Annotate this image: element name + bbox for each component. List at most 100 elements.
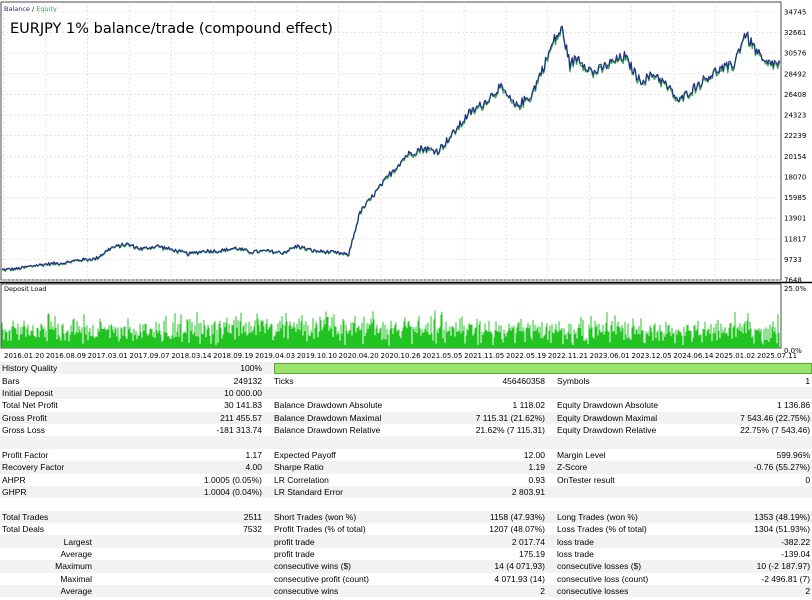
spacer (547, 374, 555, 387)
y-tick-label: 22239 (784, 132, 806, 140)
spacer (547, 510, 555, 524)
metric-value: 2 (683, 585, 812, 598)
spacer (547, 523, 555, 536)
main-plot-frame (0, 1, 782, 281)
metric-label: Balance Drawdown Relative (272, 423, 397, 437)
balance-equity-lines (1, 25, 781, 272)
balance-equity-chart: Balance / Equity EURJPY 1% balance/trade… (0, 0, 812, 362)
deposit-load-series (1, 310, 780, 348)
x-tick-label: 2019.10.10 (297, 352, 337, 360)
report-row: GHPR 1.0004 (0.04%) LR Standard Error 2 803… (0, 485, 812, 499)
metric-value (94, 572, 264, 586)
report-row: Total Deals 7532 Profit Trades (% of total… (0, 523, 812, 536)
metric-value: 2 017.74 (397, 535, 547, 548)
bars-value: 249132 (94, 374, 264, 387)
spacer (547, 485, 555, 499)
metric-label: Z-Score (555, 461, 683, 474)
initial-deposit-label: Initial Deposit (0, 386, 94, 400)
y-tick-label: 24323 (784, 112, 806, 120)
spacer (264, 399, 272, 412)
metric-label: consecutive losses (555, 585, 683, 598)
y-tick-label: 9733 (784, 256, 802, 264)
spacer (264, 535, 272, 548)
y-tick-label: 26408 (784, 91, 806, 99)
metric-label: Gross Profit (0, 411, 94, 424)
row-bars: Bars 249132 Ticks 456460358 Symbols 1 (0, 374, 812, 387)
row-initial-deposit: Initial Deposit 10 000.00 (0, 386, 812, 400)
y-tick-label: 34745 (784, 9, 806, 17)
legend-balance: Balance (4, 5, 30, 13)
ticks-label: Ticks (272, 374, 397, 387)
metric-label: LR Correlation (272, 473, 397, 486)
y-tick-label: 11817 (784, 235, 806, 243)
x-tick-label: 2024.06.14 (673, 352, 714, 360)
metric-label: Balance Drawdown Absolute (272, 399, 397, 412)
metric-label: Maximum (0, 560, 94, 573)
metric-value: 599.96% (683, 448, 812, 462)
metric-label: Gross Loss (0, 423, 94, 437)
spacer (264, 448, 272, 462)
metric-value: 1.0005 (0.05%) (94, 473, 264, 486)
chart-title: EURJPY 1% balance/trade (compound effect… (10, 21, 333, 37)
metric-label: consecutive profit (count) (272, 572, 397, 586)
y-tick-label: 20154 (784, 153, 807, 161)
y-tick-label: 28492 (784, 70, 806, 78)
metric-label: consecutive losses ($) (555, 560, 683, 573)
metric-label: loss trade (555, 535, 683, 548)
history-quality-fill (274, 363, 812, 375)
metric-value: 2 803.91 (397, 485, 547, 499)
symbols-value: 1 (683, 374, 812, 387)
metric-label: Margin Level (555, 448, 683, 462)
metric-label: LR Standard Error (272, 485, 397, 499)
metric-value (94, 585, 264, 598)
metric-label: Total Deals (0, 523, 94, 536)
x-tick-label: 2022.11.21 (548, 352, 588, 360)
deposit-load-min-tick: 0.0% (784, 347, 802, 355)
metric-value: -139.04 (683, 547, 812, 561)
x-tick-label: 2022.05.19 (506, 352, 546, 360)
report-row: AHPR 1.0005 (0.05%) LR Correlation 0.93 OnTe… (0, 473, 812, 486)
blank-row (0, 498, 812, 511)
metric-label: Equity Drawdown Relative (555, 423, 683, 437)
legend-equity: Equity (36, 5, 57, 13)
spacer (264, 423, 272, 437)
x-tick-label: 2021.05.05 (422, 352, 462, 360)
spacer (264, 461, 272, 474)
history-quality-value: 100% (94, 362, 264, 375)
x-tick-label: 2019.04.03 (255, 352, 295, 360)
report-row: Total Trades 2511 Short Trades (won %) 1158… (0, 510, 812, 524)
metric-value: 1353 (48.19%) (683, 510, 812, 524)
x-tick-label: 2021.11.05 (464, 352, 504, 360)
metric-value: -0.76 (55.27%) (683, 461, 812, 474)
report-row: Average consecutive wins 2 consecutive loss… (0, 585, 812, 598)
x-tick-label: 2016.08.09 (46, 352, 86, 360)
report-row: Largest profit trade 2 017.74 loss trade -38… (0, 535, 812, 548)
spacer (264, 386, 812, 400)
metric-value: 4.00 (94, 461, 264, 474)
report-row: Total Net Profit 30 141.83 Balance Drawdow… (0, 399, 812, 412)
y-tick-label: 32661 (784, 29, 806, 37)
spacer (547, 547, 555, 561)
metric-value (94, 535, 264, 548)
spacer (264, 411, 272, 424)
spacer (264, 485, 272, 499)
deposit-load-max-tick: 25.0% (784, 285, 807, 293)
initial-deposit-value: 10 000.00 (94, 386, 264, 400)
metric-value: 14 (4 071.93) (397, 560, 547, 573)
metric-value: -2 496.81 (7) (683, 572, 812, 586)
x-tick-label: 2017.09.07 (130, 352, 170, 360)
ticks-value: 456460358 (397, 374, 547, 387)
spacer (547, 535, 555, 548)
spacer (547, 572, 555, 586)
metric-label: Profit Trades (% of total) (272, 523, 397, 536)
metric-value: 1.17 (94, 448, 264, 462)
legend: Balance / Equity (4, 5, 57, 13)
metric-value: 7532 (94, 523, 264, 536)
metric-value: 211 455.57 (94, 411, 264, 424)
spacer (547, 461, 555, 474)
metric-value: 0.93 (397, 473, 547, 486)
x-axis-ticks: 2016.01.20 2016.08.09 2017.03.01 2017.09.07… (4, 352, 797, 360)
legend-separator: / (30, 5, 36, 13)
metric-value: -382.22 (683, 535, 812, 548)
spacer (264, 560, 272, 573)
